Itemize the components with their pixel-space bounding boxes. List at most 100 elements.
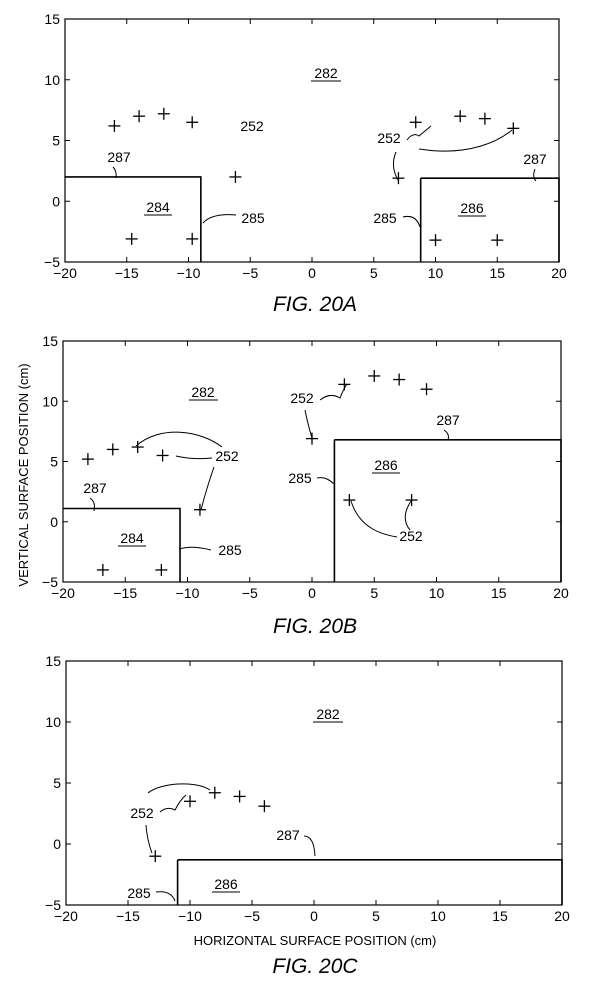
ref-252-label: 252 — [377, 130, 401, 146]
ref-252-label: 252 — [240, 118, 264, 134]
region-286-label: 286 — [214, 876, 238, 892]
data-point — [157, 449, 169, 461]
x-tick-label: 5 — [370, 585, 378, 601]
y-tick-label: 10 — [45, 714, 61, 730]
region-284-boundary — [65, 177, 201, 262]
leader-line — [201, 467, 214, 510]
y-tick-label: 0 — [53, 836, 61, 852]
ref-285-label: 285 — [288, 470, 312, 486]
leader-line — [179, 547, 211, 550]
leader-line — [393, 152, 398, 180]
ref-282-label: 282 — [316, 706, 340, 722]
region-284-label: 284 — [146, 199, 170, 215]
x-tick-label: −15 — [113, 585, 137, 601]
plot-panel-20a: −20−15−10−505101520−5051015 — [44, 11, 567, 281]
ref-287-label: 287 — [83, 480, 107, 496]
x-tick-label: 10 — [429, 585, 445, 601]
x-tick-label: 5 — [372, 908, 380, 924]
x-axis-title: HORIZONTAL SURFACE POSITION (cm) — [194, 933, 437, 948]
ref-252-label: 252 — [290, 390, 314, 406]
figure-caption-20c: FIG. 20C — [272, 955, 358, 978]
ref-285-label: 285 — [127, 885, 151, 901]
y-tick-label: 5 — [50, 454, 58, 470]
x-tick-label: 0 — [308, 585, 316, 601]
x-tick-label: −5 — [242, 585, 258, 601]
data-point — [97, 564, 109, 576]
x-tick-label: 0 — [310, 908, 318, 924]
y-tick-label: −5 — [42, 574, 58, 590]
leader-line — [407, 126, 431, 140]
leader-line — [304, 836, 315, 856]
x-tick-label: −10 — [177, 265, 201, 281]
x-tick-label: 15 — [492, 908, 508, 924]
y-tick-label: 10 — [44, 72, 60, 88]
leader-line — [160, 795, 186, 812]
y-tick-label: 5 — [53, 775, 61, 791]
plot-frame — [65, 19, 559, 262]
leader-line — [351, 501, 397, 537]
data-point — [491, 234, 503, 246]
ref-287-label: 287 — [107, 149, 131, 165]
y-axis-title: VERTICAL SURFACE POSITION (cm) — [16, 363, 31, 586]
data-point — [133, 110, 145, 122]
plot-frame — [66, 661, 562, 905]
data-point — [392, 172, 404, 184]
data-point — [229, 171, 241, 183]
data-point — [406, 494, 418, 506]
leader-line — [136, 432, 222, 447]
data-point — [209, 787, 221, 799]
x-tick-label: −5 — [244, 908, 260, 924]
data-point — [186, 233, 198, 245]
ref-252-label: 252 — [130, 805, 154, 821]
x-tick-label: −5 — [242, 265, 258, 281]
leader-line — [534, 169, 536, 181]
region-286-boundary — [421, 178, 559, 262]
ref-252-label: 252 — [215, 448, 239, 464]
y-tick-label: −5 — [45, 897, 61, 913]
leader-line — [156, 892, 175, 901]
x-tick-label: −15 — [115, 265, 139, 281]
data-point — [430, 234, 442, 246]
data-point — [132, 441, 144, 453]
y-tick-label: 15 — [42, 333, 58, 349]
data-point — [82, 453, 94, 465]
data-point — [184, 795, 196, 807]
data-point — [149, 850, 161, 862]
region-284-label: 284 — [120, 530, 144, 546]
leader-line — [405, 501, 411, 530]
leader-line — [317, 478, 334, 484]
x-tick-label: 10 — [430, 908, 446, 924]
ref-287-label: 287 — [523, 151, 547, 167]
data-point — [108, 120, 120, 132]
annotation-layer: 282 252 252 287 287 285 285 284 286 282 … — [83, 65, 547, 901]
leader-line — [146, 825, 152, 853]
data-point — [410, 116, 422, 128]
ref-285-label: 285 — [373, 210, 397, 226]
data-point — [186, 116, 198, 128]
x-tick-label: 20 — [553, 585, 569, 601]
figure-caption-20a: FIG. 20A — [273, 293, 357, 316]
plot-panel-20c: −20−15−10−505101520−5051015 — [45, 653, 570, 924]
y-tick-label: −5 — [44, 254, 60, 270]
y-tick-label: 0 — [50, 514, 58, 530]
x-tick-label: −15 — [116, 908, 140, 924]
x-tick-label: 20 — [551, 265, 567, 281]
data-point — [393, 374, 405, 386]
data-point — [258, 800, 270, 812]
ref-285-label: 285 — [218, 542, 242, 558]
x-tick-label: 0 — [308, 265, 316, 281]
leader-line — [148, 784, 210, 793]
leader-line — [176, 456, 212, 459]
x-tick-label: 20 — [554, 908, 570, 924]
y-tick-label: 5 — [52, 133, 60, 149]
leader-line — [444, 430, 449, 440]
data-point — [454, 110, 466, 122]
ref-285-label: 285 — [241, 210, 265, 226]
data-point — [479, 113, 491, 125]
y-tick-label: 15 — [45, 653, 61, 669]
leader-line — [403, 216, 420, 227]
x-tick-label: −10 — [176, 585, 200, 601]
ref-282-label: 282 — [191, 384, 215, 400]
region-286-boundary — [334, 440, 561, 582]
